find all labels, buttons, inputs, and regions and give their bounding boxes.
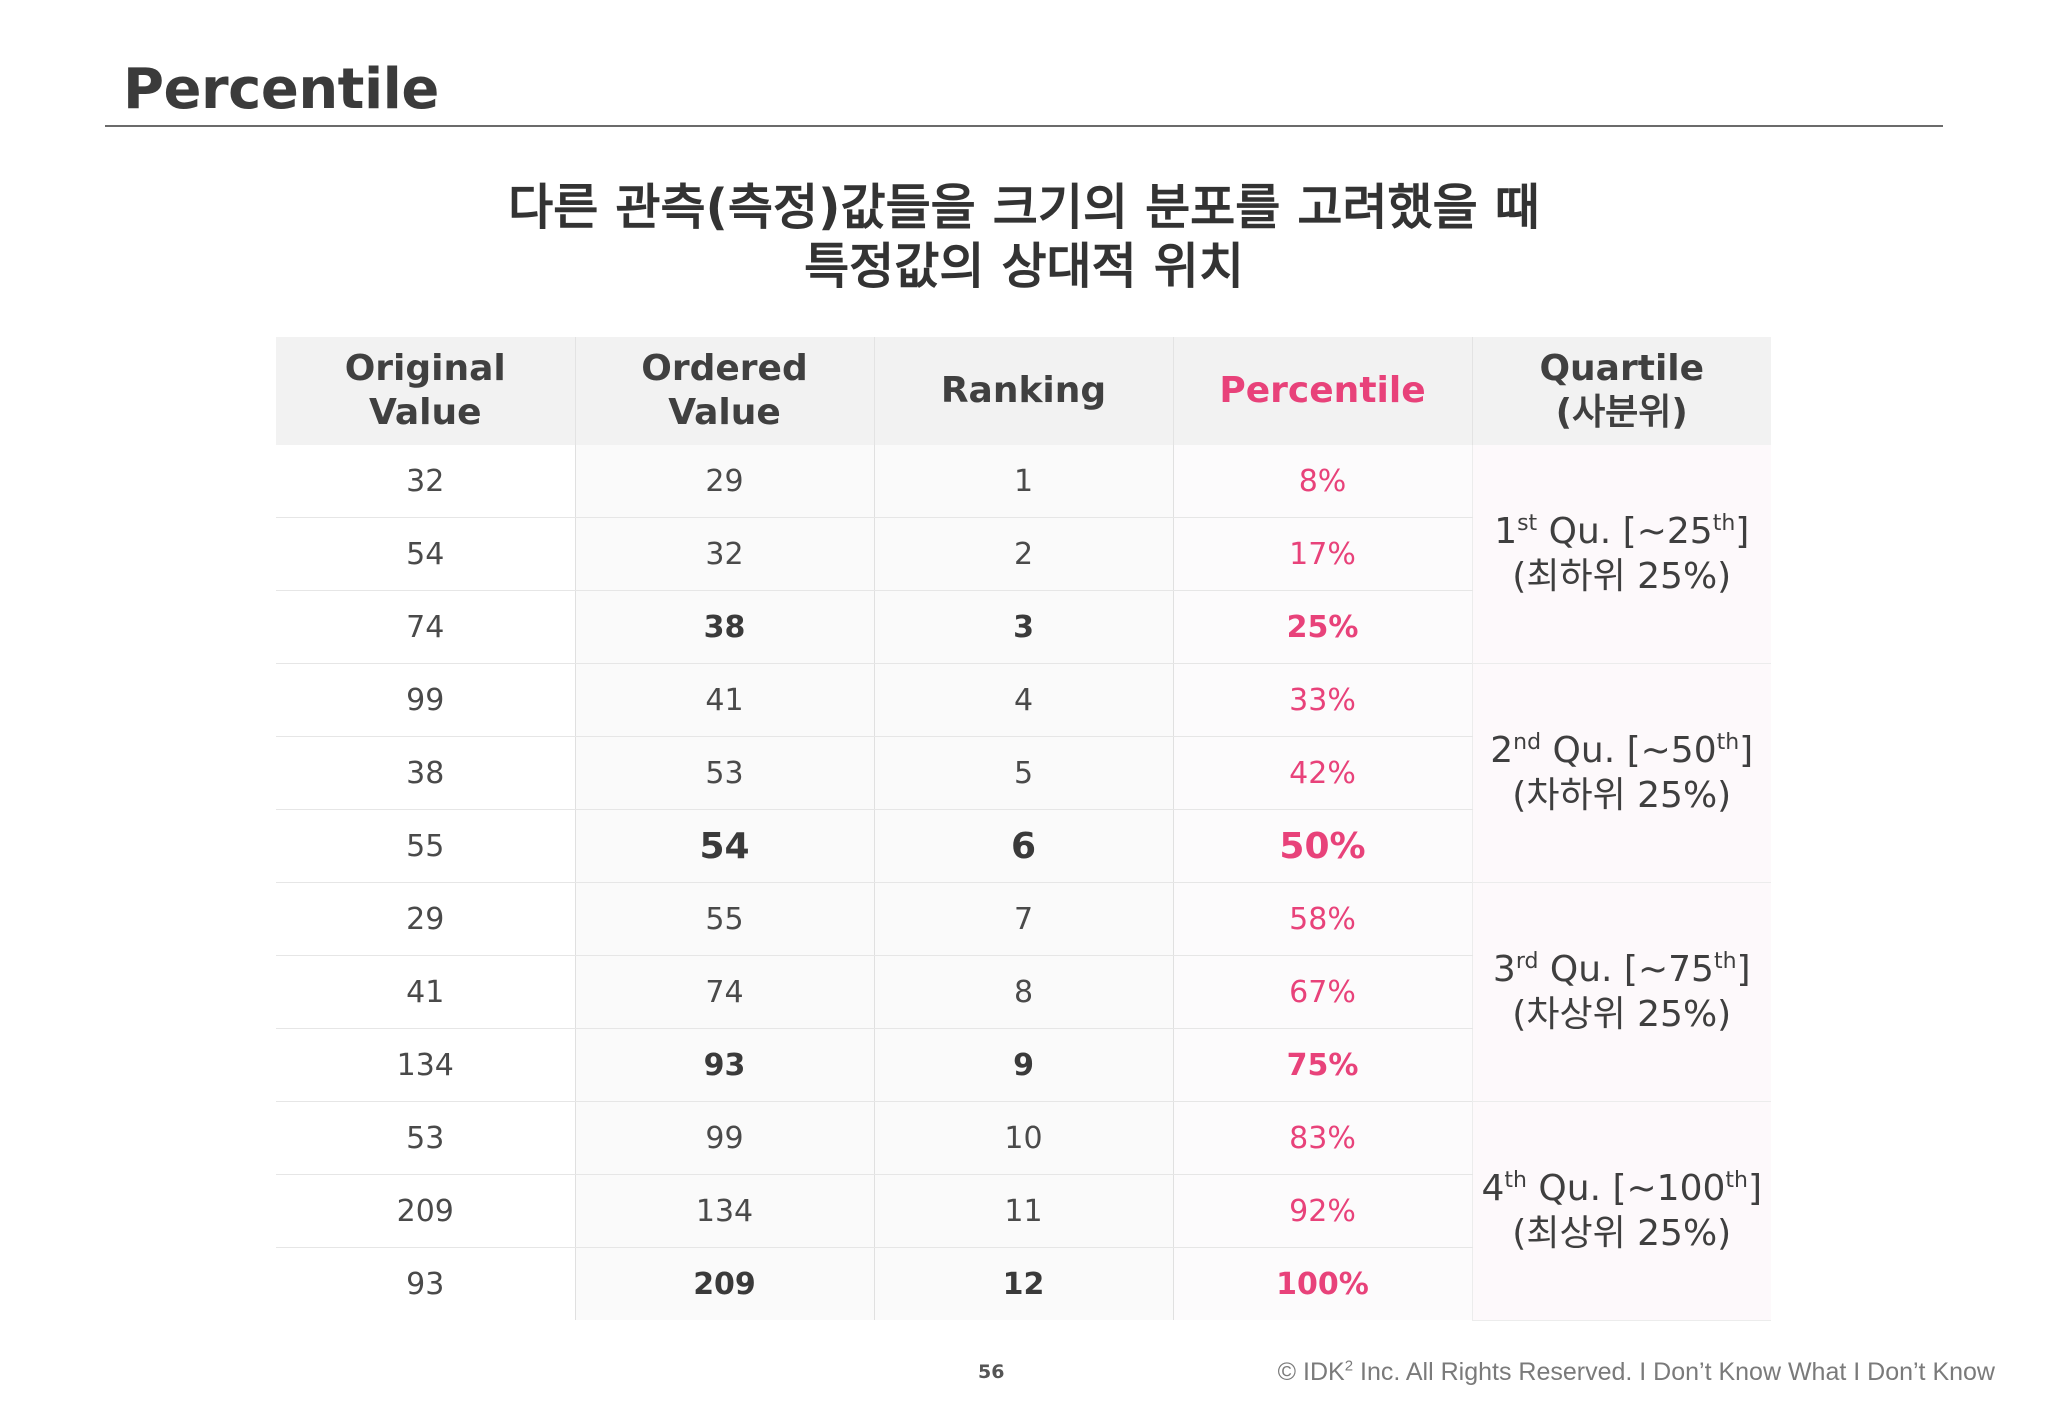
ranking-cell: 9 bbox=[874, 1028, 1174, 1102]
percentile-cell: 50% bbox=[1173, 809, 1473, 883]
quartile-description: (최하위 25%) bbox=[1512, 556, 1732, 597]
quartile-label: 4th Qu. [~100th] bbox=[1481, 1167, 1762, 1209]
quartile-cell: 2nd Qu. [~50th] (차하위 25%) bbox=[1472, 663, 1771, 883]
table-header-row: Original Value Ordered Value Ranking Per… bbox=[276, 337, 1771, 445]
original-value-cell: 32 bbox=[276, 445, 576, 518]
page-number: 56 bbox=[978, 1361, 1005, 1383]
ranking-cell: 4 bbox=[874, 663, 1174, 737]
ordered-value-cell: 134 bbox=[575, 1174, 875, 1248]
original-value-cell: 55 bbox=[276, 809, 576, 883]
header-original-value: Original Value bbox=[276, 337, 576, 445]
table-row: 38 53 5 42% bbox=[276, 736, 1771, 810]
table-row: 53 99 10 83% 4th Qu. [~100th] (최상위 25%) bbox=[276, 1101, 1771, 1321]
percentile-table: Original Value Ordered Value Ranking Per… bbox=[276, 337, 1771, 1321]
ranking-cell: 10 bbox=[874, 1101, 1174, 1175]
quartile-description: (차하위 25%) bbox=[1512, 775, 1732, 816]
ordered-value-cell: 55 bbox=[575, 882, 875, 956]
ranking-cell: 7 bbox=[874, 882, 1174, 956]
ranking-cell: 2 bbox=[874, 517, 1174, 591]
quartile-description: (최상위 25%) bbox=[1512, 1212, 1732, 1254]
percentile-cell: 100% bbox=[1173, 1247, 1473, 1320]
original-value-cell: 209 bbox=[276, 1174, 576, 1248]
header-ordered-value: Ordered Value bbox=[575, 337, 875, 445]
table-row: 41 74 8 67% bbox=[276, 955, 1771, 1029]
ranking-cell: 12 bbox=[874, 1247, 1174, 1320]
percentile-cell: 8% bbox=[1173, 445, 1473, 518]
original-value-cell: 38 bbox=[276, 736, 576, 810]
percentile-cell: 58% bbox=[1173, 882, 1473, 956]
original-value-cell: 54 bbox=[276, 517, 576, 591]
ordered-value-cell: 209 bbox=[575, 1247, 875, 1320]
percentile-cell: 33% bbox=[1173, 663, 1473, 737]
table-row: 134 93 9 75% bbox=[276, 1028, 1771, 1102]
ranking-cell: 11 bbox=[874, 1174, 1174, 1248]
original-value-cell: 41 bbox=[276, 955, 576, 1029]
subtitle-line-2: 특정값의 상대적 위치 bbox=[804, 238, 1244, 295]
table-row: 32 29 1 8% 1st Qu. [~25th] (최하위 25%) bbox=[276, 445, 1771, 664]
original-value-cell: 53 bbox=[276, 1101, 576, 1175]
subtitle: 다른 관측(측정)값들을 크기의 분포를 고려했을 때 특정값의 상대적 위치 bbox=[0, 178, 2048, 296]
copyright-notice: © IDK2 Inc. All Rights Reserved. I Don’t… bbox=[1277, 1357, 1995, 1386]
ranking-cell: 3 bbox=[874, 590, 1174, 664]
ordered-value-cell: 41 bbox=[575, 663, 875, 737]
original-value-cell: 99 bbox=[276, 663, 576, 737]
ordered-value-cell: 38 bbox=[575, 590, 875, 664]
ordered-value-cell: 99 bbox=[575, 1101, 875, 1175]
quartile-label: 2nd Qu. [~50th] bbox=[1490, 730, 1754, 771]
ordered-value-cell: 29 bbox=[575, 445, 875, 518]
ordered-value-cell: 32 bbox=[575, 517, 875, 591]
original-value-cell: 74 bbox=[276, 590, 576, 664]
page-title: Percentile bbox=[123, 57, 439, 122]
ranking-cell: 8 bbox=[874, 955, 1174, 1029]
ranking-cell: 5 bbox=[874, 736, 1174, 810]
percentile-cell: 75% bbox=[1173, 1028, 1473, 1102]
quartile-description: (차상위 25%) bbox=[1512, 994, 1732, 1035]
title-divider bbox=[105, 125, 1943, 127]
quartile-label: 3rd Qu. [~75th] bbox=[1492, 949, 1751, 990]
original-value-cell: 134 bbox=[276, 1028, 576, 1102]
ordered-value-cell: 54 bbox=[575, 809, 875, 883]
percentile-cell: 67% bbox=[1173, 955, 1473, 1029]
percentile-cell: 92% bbox=[1173, 1174, 1473, 1248]
header-ranking: Ranking bbox=[874, 337, 1174, 445]
table-row: 99 41 4 33% 2nd Qu. [~50th] (차하위 25%) bbox=[276, 663, 1771, 883]
ordered-value-cell: 53 bbox=[575, 736, 875, 810]
subtitle-line-1: 다른 관측(측정)값들을 크기의 분포를 고려했을 때 bbox=[508, 179, 1540, 236]
original-value-cell: 29 bbox=[276, 882, 576, 956]
table-row: 74 38 3 25% bbox=[276, 590, 1771, 664]
percentile-cell: 25% bbox=[1173, 590, 1473, 664]
table-row: 54 32 2 17% bbox=[276, 517, 1771, 591]
percentile-cell: 83% bbox=[1173, 1101, 1473, 1175]
header-percentile: Percentile bbox=[1173, 337, 1473, 445]
table-row: 93 209 12 100% bbox=[276, 1247, 1771, 1320]
ranking-cell: 1 bbox=[874, 445, 1174, 518]
original-value-cell: 93 bbox=[276, 1247, 576, 1320]
percentile-cell: 42% bbox=[1173, 736, 1473, 810]
percentile-cell: 17% bbox=[1173, 517, 1473, 591]
table-row: 55 54 6 50% bbox=[276, 809, 1771, 883]
table-row: 29 55 7 58% 3rd Qu. [~75th] (차상위 25%) bbox=[276, 882, 1771, 1102]
quartile-cell: 3rd Qu. [~75th] (차상위 25%) bbox=[1472, 882, 1771, 1102]
quartile-cell: 4th Qu. [~100th] (최상위 25%) bbox=[1472, 1101, 1771, 1321]
quartile-label: 1st Qu. [~25th] bbox=[1494, 511, 1750, 552]
ordered-value-cell: 74 bbox=[575, 955, 875, 1029]
table-row: 209 134 11 92% bbox=[276, 1174, 1771, 1248]
quartile-cell: 1st Qu. [~25th] (최하위 25%) bbox=[1472, 445, 1771, 664]
ordered-value-cell: 93 bbox=[575, 1028, 875, 1102]
header-quartile: Quartile (사분위) bbox=[1472, 337, 1771, 445]
ranking-cell: 6 bbox=[874, 809, 1174, 883]
